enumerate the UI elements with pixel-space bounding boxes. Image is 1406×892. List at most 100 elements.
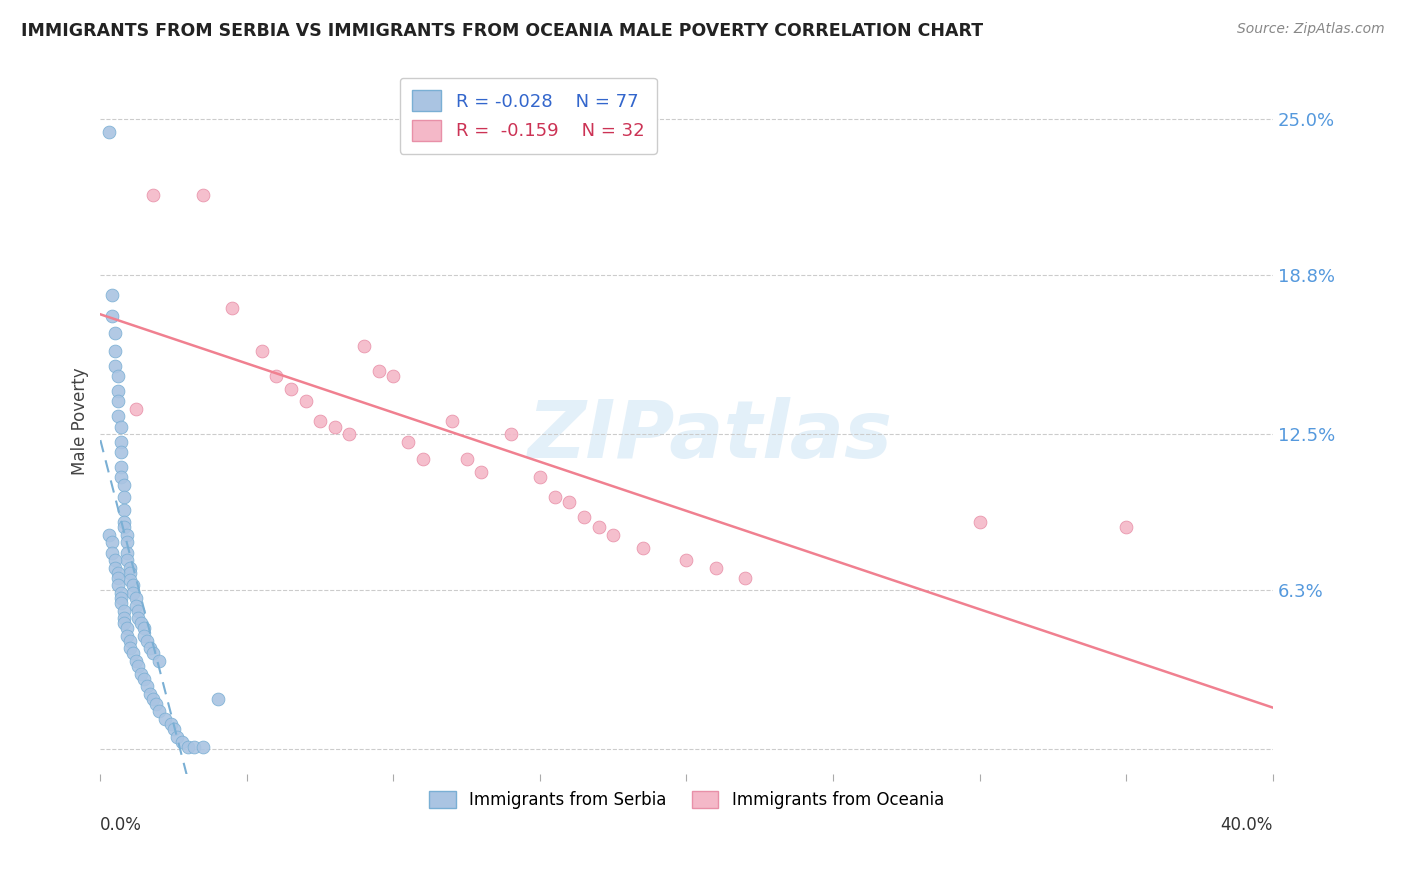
Point: [121, 586, 143, 600]
Point: [499, 427, 522, 442]
Text: Source: ZipAtlas.com: Source: ZipAtlas.com: [1237, 22, 1385, 37]
Point: [323, 419, 346, 434]
Point: [631, 541, 654, 555]
Point: [142, 647, 165, 661]
Point: [112, 516, 135, 530]
Point: [124, 401, 146, 416]
Point: [470, 465, 492, 479]
Point: [107, 571, 129, 585]
Point: [136, 679, 159, 693]
Point: [441, 415, 464, 429]
Point: [101, 288, 124, 302]
Point: [110, 419, 132, 434]
Point: [675, 553, 697, 567]
Point: [131, 616, 153, 631]
Point: [110, 459, 132, 474]
Point: [118, 641, 141, 656]
Point: [104, 560, 127, 574]
Point: [112, 611, 135, 625]
Point: [121, 647, 143, 661]
Point: [98, 124, 121, 138]
Point: [118, 560, 141, 574]
Point: [191, 739, 214, 754]
Point: [572, 510, 595, 524]
Point: [136, 633, 159, 648]
Point: [127, 611, 149, 625]
Point: [118, 574, 141, 588]
Point: [112, 616, 135, 631]
Point: [456, 452, 478, 467]
Point: [153, 712, 176, 726]
Point: [529, 470, 551, 484]
Point: [142, 187, 165, 202]
Point: [134, 672, 156, 686]
Point: [104, 343, 127, 358]
Point: [159, 717, 181, 731]
Point: [734, 571, 756, 585]
Point: [558, 495, 581, 509]
Point: [101, 535, 124, 549]
Text: 40.0%: 40.0%: [1220, 816, 1272, 834]
Point: [124, 591, 146, 605]
Point: [110, 444, 132, 458]
Point: [134, 629, 156, 643]
Point: [134, 621, 156, 635]
Point: [177, 739, 200, 754]
Point: [969, 516, 991, 530]
Point: [107, 409, 129, 424]
Point: [104, 359, 127, 373]
Point: [139, 687, 162, 701]
Point: [588, 520, 610, 534]
Point: [704, 560, 727, 574]
Point: [207, 691, 229, 706]
Point: [110, 470, 132, 484]
Point: [118, 566, 141, 580]
Y-axis label: Male Poverty: Male Poverty: [72, 368, 89, 475]
Point: [104, 553, 127, 567]
Point: [139, 641, 162, 656]
Point: [162, 722, 184, 736]
Point: [183, 739, 205, 754]
Point: [382, 369, 405, 384]
Point: [107, 394, 129, 409]
Point: [107, 384, 129, 399]
Point: [127, 603, 149, 617]
Point: [112, 603, 135, 617]
Point: [115, 553, 138, 567]
Point: [110, 434, 132, 449]
Point: [118, 633, 141, 648]
Point: [101, 309, 124, 323]
Point: [121, 578, 143, 592]
Point: [412, 452, 434, 467]
Point: [112, 490, 135, 504]
Text: IMMIGRANTS FROM SERBIA VS IMMIGRANTS FROM OCEANIA MALE POVERTY CORRELATION CHART: IMMIGRANTS FROM SERBIA VS IMMIGRANTS FRO…: [21, 22, 983, 40]
Point: [264, 369, 287, 384]
Point: [166, 730, 188, 744]
Point: [110, 591, 132, 605]
Point: [112, 520, 135, 534]
Point: [191, 187, 214, 202]
Point: [110, 596, 132, 610]
Point: [148, 654, 170, 668]
Point: [280, 382, 302, 396]
Point: [148, 705, 170, 719]
Point: [602, 528, 624, 542]
Point: [172, 734, 194, 748]
Point: [101, 545, 124, 559]
Point: [145, 697, 167, 711]
Point: [110, 586, 132, 600]
Point: [396, 434, 419, 449]
Point: [115, 629, 138, 643]
Point: [309, 415, 332, 429]
Point: [112, 477, 135, 491]
Point: [124, 599, 146, 613]
Point: [131, 666, 153, 681]
Point: [543, 490, 565, 504]
Point: [367, 364, 389, 378]
Point: [142, 691, 165, 706]
Point: [112, 502, 135, 516]
Point: [115, 535, 138, 549]
Point: [107, 566, 129, 580]
Point: [353, 339, 375, 353]
Point: [221, 301, 243, 315]
